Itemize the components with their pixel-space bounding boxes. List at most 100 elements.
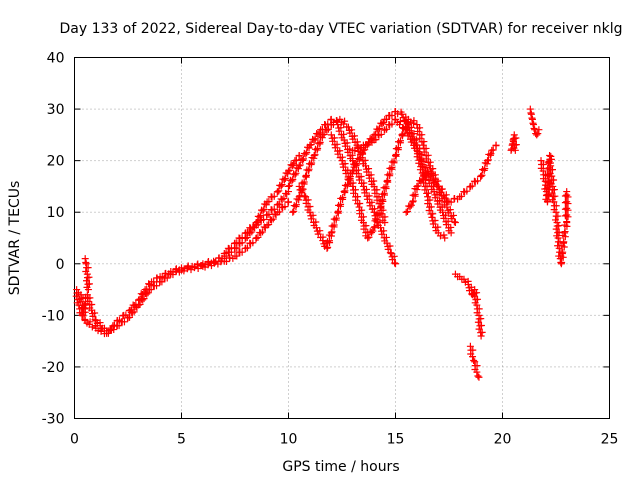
data-point — [350, 189, 358, 197]
data-point — [136, 300, 144, 308]
data-point — [434, 182, 442, 190]
data-point — [303, 149, 311, 157]
data-point — [417, 177, 425, 185]
data-point — [543, 178, 551, 186]
data-point — [383, 177, 391, 185]
data-point — [238, 248, 246, 256]
data-point — [398, 110, 406, 118]
data-point — [310, 151, 318, 159]
data-point — [333, 140, 341, 148]
data-point — [409, 135, 417, 143]
data-point — [260, 216, 268, 224]
data-point — [470, 292, 478, 300]
data-point — [356, 154, 364, 162]
data-point — [84, 286, 92, 294]
data-point — [396, 137, 404, 145]
data-point — [560, 238, 568, 246]
data-point — [535, 126, 543, 134]
data-point — [295, 193, 303, 201]
data-point — [337, 124, 345, 132]
data-point — [278, 181, 286, 189]
x-axis-label: GPS time / hours — [282, 459, 399, 475]
data-point — [330, 221, 338, 229]
data-point — [362, 222, 370, 230]
data-point — [544, 184, 552, 192]
data-point — [559, 248, 567, 256]
data-point — [140, 295, 148, 303]
data-point — [265, 210, 273, 218]
data-point — [457, 192, 465, 200]
data-point — [260, 205, 268, 213]
data-point — [357, 173, 365, 181]
data-point — [104, 329, 112, 337]
data-point — [402, 208, 410, 216]
data-point — [270, 205, 278, 213]
data-point — [552, 202, 560, 210]
data-point — [360, 225, 368, 233]
data-point — [426, 196, 434, 204]
data-point — [280, 176, 288, 184]
data-point — [469, 353, 477, 361]
data-point — [285, 198, 292, 206]
data-point — [441, 234, 449, 242]
data-point — [143, 290, 151, 298]
data-point — [349, 167, 357, 175]
data-point — [561, 212, 569, 220]
data-point — [302, 150, 310, 158]
data-point — [265, 197, 273, 205]
data-point — [91, 316, 99, 324]
data-point — [406, 129, 414, 137]
data-point — [473, 368, 481, 376]
data-point — [381, 219, 389, 227]
data-point — [543, 185, 551, 193]
data-point — [544, 165, 552, 173]
data-point — [428, 213, 436, 221]
data-point — [355, 155, 363, 163]
data-point — [545, 170, 553, 178]
data-point — [406, 203, 414, 211]
data-point — [270, 192, 278, 200]
data-point — [511, 146, 519, 154]
data-point — [329, 121, 337, 129]
data-point — [359, 182, 367, 190]
data-point — [446, 206, 454, 214]
data-point — [544, 190, 552, 198]
data-point — [259, 228, 267, 236]
data-point — [364, 234, 372, 242]
data-point — [88, 323, 96, 331]
data-point — [339, 193, 347, 201]
data-point — [563, 211, 571, 219]
data-point — [561, 205, 569, 213]
data-point — [327, 229, 335, 237]
data-point — [555, 222, 563, 230]
data-point — [336, 147, 344, 155]
data-point — [474, 372, 482, 380]
y-tick-label: 20 — [47, 154, 65, 170]
data-point — [475, 373, 483, 381]
data-point — [478, 328, 486, 336]
y-tick-label: -20 — [42, 360, 65, 376]
data-point — [311, 135, 319, 143]
data-point — [409, 119, 417, 127]
data-point — [447, 229, 455, 237]
data-point — [403, 207, 411, 215]
data-point — [306, 208, 314, 216]
data-point — [84, 297, 92, 305]
data-point — [351, 186, 359, 194]
data-point — [288, 162, 296, 170]
data-point — [115, 322, 123, 330]
data-point — [94, 327, 102, 335]
data-point — [281, 174, 289, 182]
data-point — [198, 261, 206, 269]
data-point — [440, 231, 448, 239]
data-point — [409, 198, 417, 206]
data-point — [210, 259, 218, 267]
data-point — [477, 315, 485, 323]
data-point — [350, 132, 358, 140]
data-point — [346, 173, 354, 181]
data-point — [183, 265, 191, 273]
data-point — [474, 177, 482, 185]
data-point — [358, 206, 366, 214]
data-point — [398, 131, 406, 139]
